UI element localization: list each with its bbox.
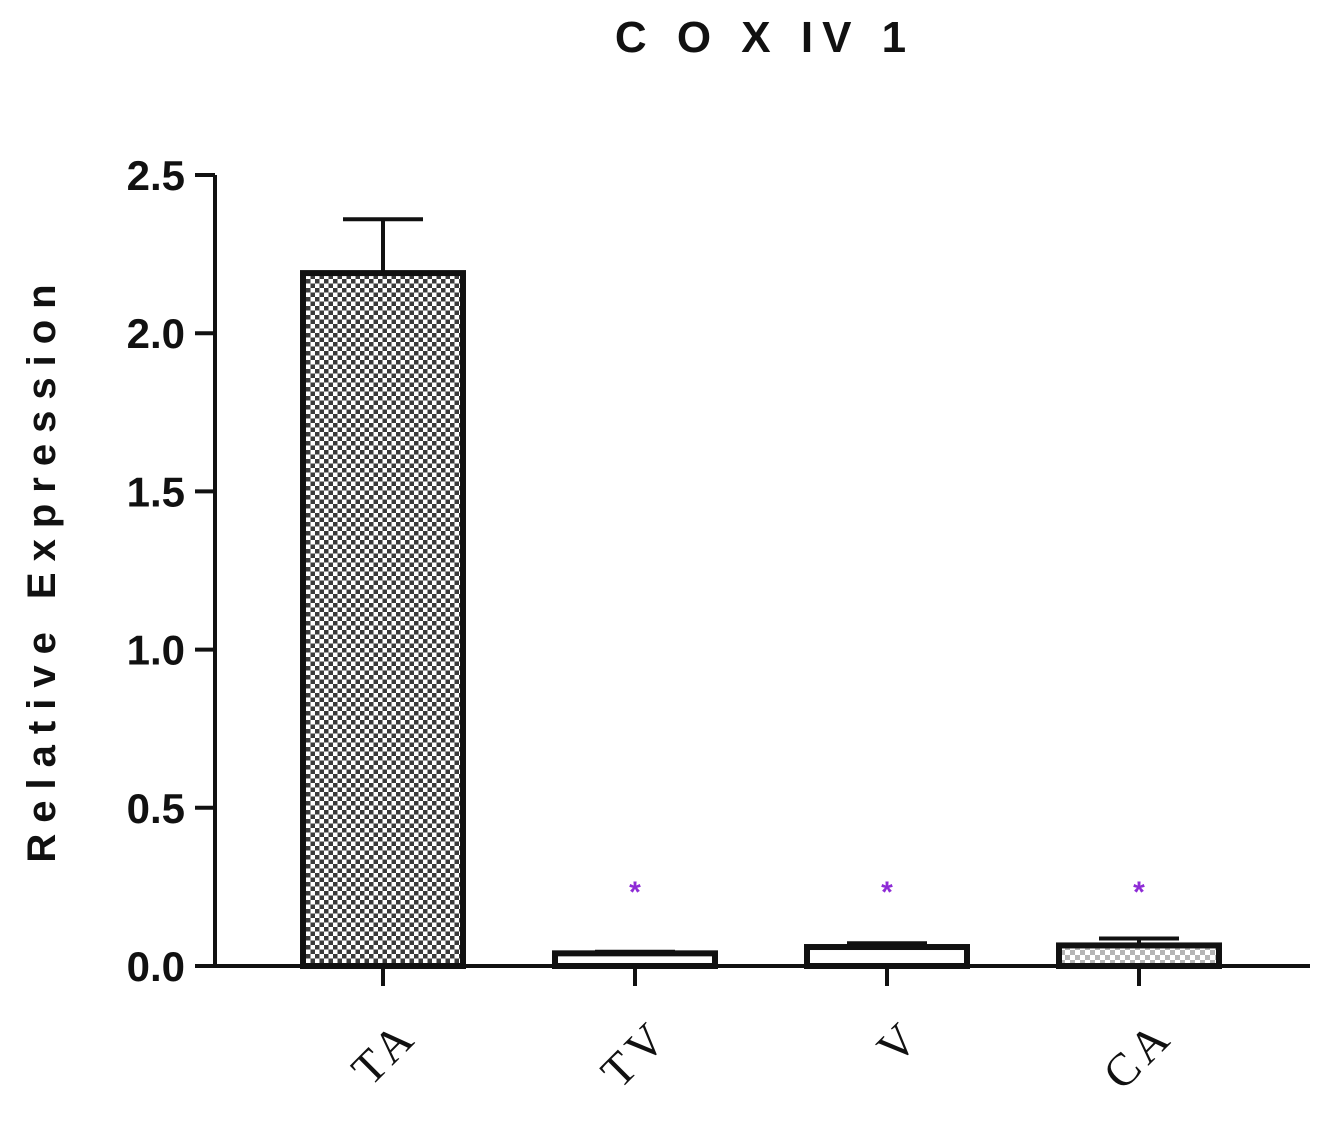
y-tick-label: 1.5 xyxy=(127,468,185,515)
significance-marker: * xyxy=(629,876,641,909)
y-tick-label: 2.5 xyxy=(127,152,185,199)
significance-marker: * xyxy=(1133,876,1145,909)
significance-marker: * xyxy=(881,876,893,909)
y-axis-label: Relative Expression xyxy=(20,273,64,862)
bar xyxy=(804,944,970,969)
x-tick-label: TV xyxy=(591,1009,679,1097)
y-tick-label: 0.5 xyxy=(127,785,185,832)
y-tick-label: 2.0 xyxy=(127,310,185,357)
y-tick-label: 0.0 xyxy=(127,943,185,990)
error-bar xyxy=(343,217,423,274)
chart-title: C O X IV 1 xyxy=(615,13,915,62)
bar xyxy=(1056,942,1222,970)
bar xyxy=(300,270,466,970)
x-axis: TA TV V CA xyxy=(215,964,1310,1099)
x-tick-label: TA xyxy=(342,1009,427,1094)
x-tick-label: CA xyxy=(1093,1009,1183,1099)
bars: * * * xyxy=(300,217,1222,970)
bar xyxy=(552,950,718,969)
x-tick-label: V xyxy=(867,1009,931,1073)
y-tick-label: 1.0 xyxy=(127,627,185,674)
y-axis: 0.0 0.5 1.0 1.5 2.0 2.5 xyxy=(127,152,217,990)
